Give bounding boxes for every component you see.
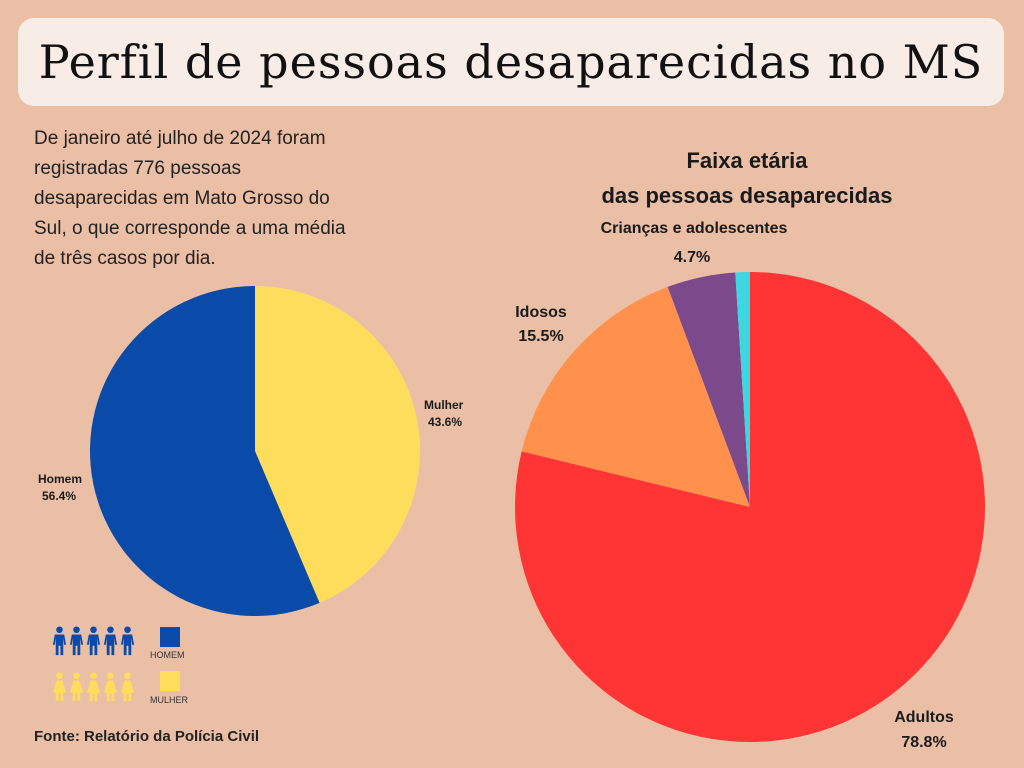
page-title: Perfil de pessoas desaparecidas no MS [38,35,984,89]
legend-mulher-icons [52,672,135,702]
label-idosos-name: Idosos [515,304,567,321]
label-criancas-name: Crianças e adolescentes [601,220,788,237]
slice-other [735,272,750,507]
label-homem-value: 56.4% [42,489,76,503]
source-note: Fonte: Relatório da Polícia Civil [34,728,260,745]
female-person-icon [52,672,67,702]
slice-homem [89,286,320,616]
male-person-icon [103,626,118,656]
legend-homem-swatch [160,627,180,647]
title-banner: Perfil de pessoas desaparecidas no MS [18,18,1004,106]
female-person-icon [103,672,118,702]
label-adultos-name: Adultos [894,709,954,726]
label-adultos-value: 78.8% [901,734,946,751]
legend-homem-icons [52,626,135,656]
age-chart-title-line2: das pessoas desaparecidas [601,183,892,208]
female-person-icon [120,672,135,702]
slice-criancas [667,272,750,507]
label-homem-name: Homem [38,472,82,486]
legend-mulher-swatch [160,671,180,691]
label-idosos-value: 15.5% [518,328,563,345]
male-person-icon [120,626,135,656]
age-chart-title-line1: Faixa etária [686,148,808,173]
intro-text: De janeiro até julho de 2024 foram regis… [34,128,346,269]
age-pie-chart: Faixa etária das pessoas desaparecidas C… [515,148,985,751]
slice-adultos [515,272,985,743]
slice-idosos [521,286,750,507]
male-person-icon [52,626,67,656]
label-mulher-name: Mulher [424,398,464,412]
legend-homem-label: HOMEM [150,650,185,660]
legend-mulher-label: MULHER [150,695,189,705]
male-person-icon [86,626,101,656]
slice-mulher [255,286,420,603]
label-criancas-value: 4.7% [674,249,710,266]
female-person-icon [86,672,101,702]
gender-pie-chart: Homem 56.4% Mulher 43.6% [38,286,464,616]
male-person-icon [69,626,84,656]
label-mulher-value: 43.6% [428,415,462,429]
female-person-icon [69,672,84,702]
